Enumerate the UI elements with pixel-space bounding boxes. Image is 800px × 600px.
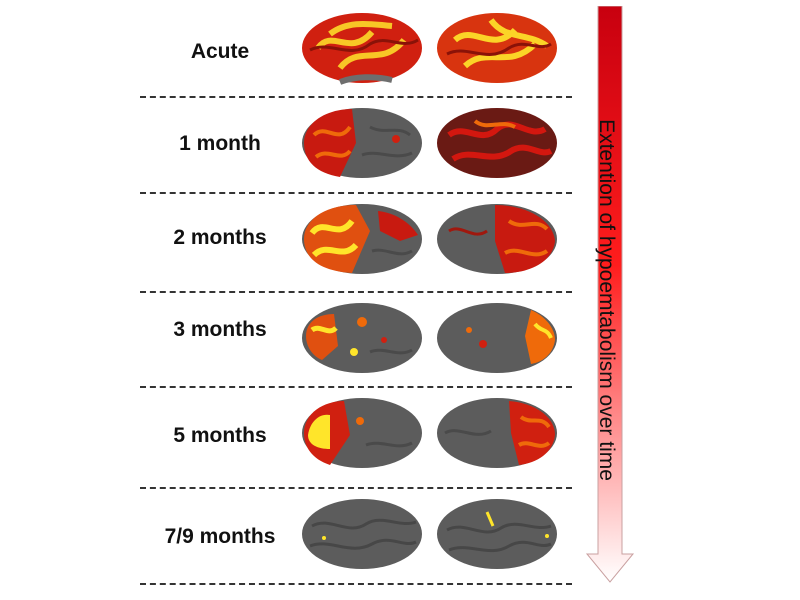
brain-lateral — [302, 303, 422, 373]
row-divider — [140, 291, 572, 293]
row-divider — [140, 583, 572, 585]
brain-medial — [437, 108, 557, 178]
brain-lateral — [302, 13, 422, 85]
row-3-months: 3 months — [140, 292, 580, 387]
row-label: Acute — [190, 40, 250, 63]
row-7-9-months: 7/9 months — [140, 488, 580, 583]
brain-medial — [437, 13, 557, 83]
brain-medial — [437, 398, 557, 468]
brain-medial — [437, 499, 557, 569]
brain-medial — [437, 303, 557, 373]
row-acute: Acute — [140, 2, 580, 97]
row-5-months: 5 months — [140, 387, 580, 482]
brain-lateral — [302, 499, 422, 569]
row-label: 7/9 months — [164, 525, 276, 548]
row-divider — [140, 96, 572, 98]
timeline-arrow — [585, 6, 635, 583]
row-divider — [140, 192, 572, 194]
brain-lateral — [302, 398, 422, 468]
brain-lateral — [302, 108, 422, 178]
row-divider — [140, 386, 572, 388]
row-label: 3 months — [173, 318, 267, 341]
row-label: 1 month — [179, 132, 261, 155]
brain-medial — [437, 204, 557, 274]
arrow-label: Extention of hypoemtabolism over time — [595, 119, 618, 481]
row-label: 5 months — [173, 424, 267, 447]
row-1-month: 1 month — [140, 97, 580, 192]
brain-lateral — [302, 204, 422, 274]
row-label: 2 months — [173, 226, 267, 249]
row-2-months: 2 months — [140, 193, 580, 288]
row-divider — [140, 487, 572, 489]
